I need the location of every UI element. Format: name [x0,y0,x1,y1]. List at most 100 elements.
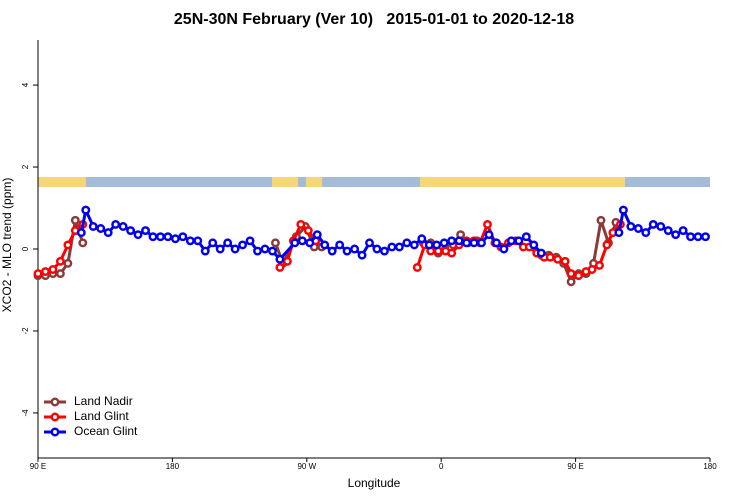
chart-title: 25N-30N February (Ver 10) 2015-01-01 to … [174,11,574,28]
data-point [483,219,492,229]
data-point [238,240,248,250]
data-point [41,267,50,276]
y-tick-label: -4 [21,409,30,417]
data-point [208,238,218,248]
data-point [686,232,696,242]
x-axis-label: Longitude [348,476,401,490]
data-point [96,224,106,233]
data-point [275,254,285,264]
data-point [230,244,240,254]
data-point [633,224,643,233]
data-point [305,238,315,248]
data-point [574,271,584,281]
data-point [424,240,434,250]
x-tick-label: 90 E [30,462,46,471]
data-point [178,232,188,242]
data-point [380,246,389,256]
legend-label: Land Nadir [74,394,133,408]
data-point [566,269,576,279]
data-point [469,238,479,248]
data-point [163,232,173,242]
data-point [394,242,404,252]
land-sea-band [38,177,710,187]
x-tick-label: 90 E [567,462,583,471]
data-point [529,240,539,250]
data-point [566,277,576,287]
data-point [200,246,210,256]
data-point [560,256,570,266]
legend-marker [50,397,60,407]
data-point [626,222,636,231]
data-point [268,246,277,256]
data-point [296,219,306,229]
data-point [260,244,270,254]
x-tick-label: 180 [166,462,180,471]
data-point [553,254,563,264]
data-point [477,238,486,248]
data-point [648,219,658,229]
data-point [245,236,255,246]
land-band [420,177,625,187]
data-point [462,238,472,248]
data-point [88,222,98,231]
data-point [454,236,464,246]
data-point [126,226,136,236]
x-tick-label: 180 [703,462,717,471]
data-point [48,265,58,274]
data-point [111,219,121,229]
data-point [185,236,195,246]
data-point [641,228,651,238]
ocean-band [38,177,710,187]
y-tick-label: 4 [21,82,30,87]
data-point [81,205,91,215]
data-point [118,222,128,231]
data-point [484,230,494,240]
data-point [215,244,225,254]
y-tick-label: 0 [21,246,30,251]
data-point [342,246,352,256]
land-band [38,177,86,187]
y-axis-label: XCO2 - MLO trend (ppm) [0,178,14,313]
data-point [103,228,113,238]
data-point [320,240,330,250]
data-point [70,215,80,225]
data-point [33,269,43,279]
data-point [409,240,419,250]
data-point [693,232,703,242]
data-point [402,238,412,248]
data-point [55,256,65,266]
legend-marker [50,412,60,422]
data-point [499,244,509,254]
data-point [327,246,337,256]
data-point [432,240,442,250]
data-point [545,252,555,262]
data-point [663,226,673,236]
data-point [270,238,280,248]
data-point [282,256,292,266]
data-point [290,238,300,248]
data-point [350,244,360,254]
data-point [275,262,285,272]
data-point [78,238,88,248]
data-point [193,236,203,246]
data-point [701,232,710,242]
data-point [492,238,501,248]
data-point [587,265,597,274]
data-point [521,232,531,242]
x-tick-label: 0 [439,462,444,471]
data-point [297,236,307,246]
data-point [372,244,382,254]
data-point [536,248,546,258]
data-point [656,222,666,231]
data-point [365,238,374,248]
data-point [618,205,628,215]
data-point [133,230,143,240]
land-band [272,177,298,187]
data-point [335,240,345,250]
data-point [303,226,313,236]
data-point [253,246,262,256]
y-tick-label: -2 [21,327,30,335]
data-point [141,226,150,236]
data-point [156,232,165,242]
data-point [514,236,524,246]
